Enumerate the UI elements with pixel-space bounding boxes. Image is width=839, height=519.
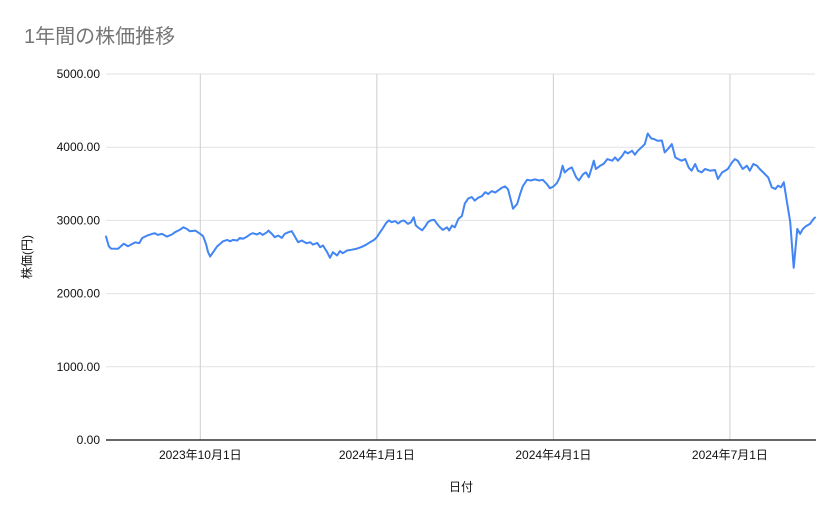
y-tick-label: 3000.00 xyxy=(57,213,101,227)
y-axis-tick-labels: 0.00 1000.00 2000.00 3000.00 4000.00 5000.00 xyxy=(57,67,101,447)
x-gridlines xyxy=(199,74,731,440)
x-tick-label: 2024年1月1日 xyxy=(339,448,415,462)
y-tick-label: 5000.00 xyxy=(57,67,101,81)
y-tick-label: 2000.00 xyxy=(57,287,101,301)
x-tick-label: 2024年4月1日 xyxy=(515,448,591,462)
chart-title: 1年間の株価推移 xyxy=(24,25,175,48)
y-tick-label: 4000.00 xyxy=(57,140,101,154)
y-tick-label: 0.00 xyxy=(77,433,101,447)
x-tick-label: 2024年7月1日 xyxy=(692,448,768,462)
y-axis-title: 株価(円) xyxy=(19,235,34,279)
x-axis-title: 日付 xyxy=(449,480,473,494)
x-axis-tick-labels: 2023年10月1日 2024年1月1日 2024年4月1日 2024年7月1日 xyxy=(159,448,768,462)
y-gridlines xyxy=(106,73,815,368)
y-tick-label: 1000.00 xyxy=(57,360,101,374)
x-tick-label: 2023年10月1日 xyxy=(159,448,242,462)
price-line-series xyxy=(105,132,816,269)
